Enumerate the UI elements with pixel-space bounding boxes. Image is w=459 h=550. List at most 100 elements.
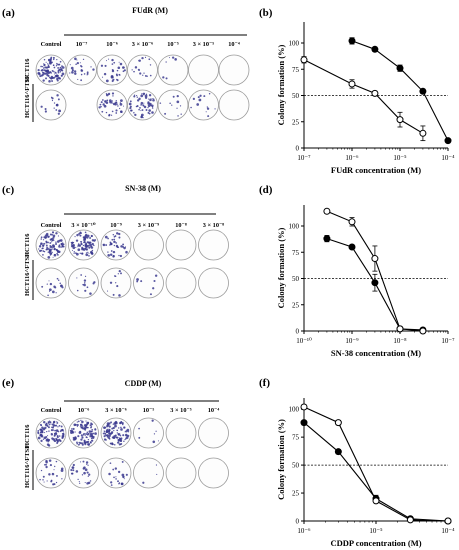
panel-e: (e) CDDP (M) HCT116^FTSF HCT116 Control 1… <box>2 377 229 490</box>
colony-dot <box>47 441 49 443</box>
colony-dot <box>62 435 64 438</box>
colony-dot <box>48 288 52 292</box>
y-tick-label: 75 <box>292 249 300 257</box>
colony-dot <box>99 103 102 106</box>
column-label: 3 × 10⁻⁹ <box>138 222 160 229</box>
colony-dot <box>44 66 47 69</box>
colony-dot <box>39 433 43 437</box>
row-label-control: HCT116^FTSF <box>24 75 31 118</box>
colony-dot <box>114 421 118 425</box>
culture-well <box>188 54 219 86</box>
colony-dot <box>138 436 141 439</box>
colony-dot <box>149 102 152 106</box>
colony-dot <box>117 66 121 70</box>
colony-dot <box>129 100 132 103</box>
colony-dot <box>117 105 119 107</box>
colony-dot <box>85 248 89 251</box>
colony-dot <box>80 69 83 71</box>
colony-dot <box>115 100 117 102</box>
y-tick-label: 75 <box>292 434 300 442</box>
colony-dot <box>127 431 130 433</box>
colony-dot <box>45 459 48 463</box>
colony-dot <box>80 442 83 445</box>
colony-dot <box>142 116 144 119</box>
colony-dot <box>165 61 167 63</box>
colony-dot <box>86 236 89 239</box>
colony-dot <box>113 476 115 479</box>
colony-dot <box>148 94 152 97</box>
colony-dot <box>133 95 136 98</box>
colony-dot <box>71 71 74 74</box>
y-tick-label: 75 <box>292 66 300 74</box>
colony-dot <box>82 58 85 61</box>
colony-dot <box>110 484 113 486</box>
colony-dot <box>89 435 92 438</box>
colony-dot <box>113 240 116 243</box>
colony-dot <box>110 421 113 424</box>
colony-dot <box>87 427 89 429</box>
colony-dot <box>149 74 152 77</box>
colony-dot <box>75 252 77 255</box>
colony-dot <box>45 248 48 251</box>
colony-dot <box>56 277 59 280</box>
drug-header: FUdR (M) <box>132 6 168 15</box>
colony-dot <box>168 57 170 59</box>
colony-dot <box>114 101 117 104</box>
x-tick-label: 10⁻¹⁰ <box>296 337 312 345</box>
culture-well <box>218 54 250 86</box>
colony-dot <box>87 73 89 75</box>
colony-dot <box>85 436 88 438</box>
colony-dot <box>148 58 151 61</box>
colony-dot <box>59 440 62 442</box>
colony-dot <box>162 76 165 79</box>
colony-dot <box>104 432 107 435</box>
colony-dot <box>46 443 50 446</box>
colony-dot <box>48 423 51 426</box>
x-axis-title: FUdR concentration (M) <box>331 165 421 175</box>
colony-dot <box>80 419 82 422</box>
colony-dot <box>51 69 54 72</box>
colony-dot <box>58 435 61 437</box>
colony-dot <box>37 432 40 435</box>
x-tick-label: 10⁻⁶ <box>345 154 359 162</box>
colony-dot <box>119 62 123 66</box>
panel-letter-f: (f) <box>259 377 270 389</box>
culture-well <box>100 457 132 489</box>
colony-dot <box>120 272 122 275</box>
colony-dot <box>70 472 73 475</box>
colony-dot <box>73 252 75 254</box>
colony-dot <box>136 94 138 97</box>
colony-dot <box>76 61 80 65</box>
x-tick-label: 10⁻⁸ <box>393 337 407 345</box>
colony-dot <box>79 441 81 444</box>
colony-dot <box>71 241 74 245</box>
colony-dot <box>140 101 144 105</box>
colony-dot <box>111 427 114 430</box>
y-axis-title: Colony formation (%) <box>276 227 286 308</box>
colony-dot <box>104 104 106 107</box>
colony-dot <box>70 242 72 244</box>
colony-dot <box>47 64 50 66</box>
x-tick-label: 10⁻⁵ <box>369 527 383 535</box>
colony-dot <box>57 112 60 115</box>
colony-dot <box>83 241 85 244</box>
colony-dot <box>159 102 162 104</box>
colony-dot <box>51 241 53 243</box>
colony-dot <box>38 248 40 250</box>
colony-dot <box>109 100 112 104</box>
colony-dot <box>114 275 116 277</box>
colony-dot <box>190 106 192 109</box>
colony-dot <box>56 436 59 439</box>
colony-dot <box>54 429 57 432</box>
colony-dot <box>42 71 45 74</box>
colony-dot <box>107 237 109 240</box>
colony-dot <box>116 103 119 105</box>
colony-dot <box>51 472 55 476</box>
colony-dot <box>103 104 107 108</box>
colony-dot <box>88 252 90 255</box>
colony-dot <box>43 420 46 424</box>
colony-dot <box>49 233 52 236</box>
colony-dot <box>41 285 44 288</box>
colony-dot <box>56 62 58 65</box>
colony-dot <box>53 107 55 109</box>
